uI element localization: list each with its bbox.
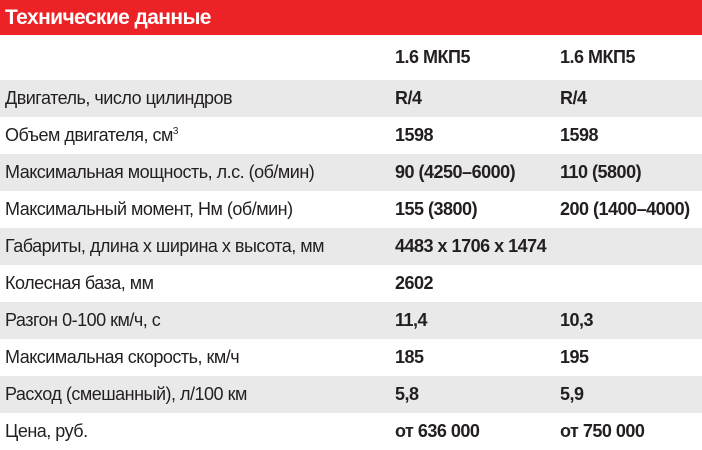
row-label: Объем двигателя, см3	[5, 117, 178, 154]
table-row: Разгон 0-100 км/ч, с 11,4 10,3	[0, 302, 702, 339]
value-col2: R/4	[560, 88, 587, 108]
value-col2: 110 (5800)	[560, 162, 642, 182]
row-label-text: Максимальная мощность, л.с. (об/мин)	[5, 162, 315, 182]
row-label: Двигатель, число цилиндров	[5, 80, 233, 117]
value-col1: 185	[395, 347, 424, 367]
row-label: Габариты, длина х ширина х высота, мм	[5, 228, 325, 265]
value-col2: 1598	[560, 125, 599, 145]
value-col2: от 750 000	[560, 421, 645, 441]
row-label: Цена, руб.	[5, 413, 88, 450]
value-col2: 10,3	[560, 310, 594, 330]
table-row: Объем двигателя, см3 1598 1598	[0, 117, 702, 154]
value-col1: R/4	[395, 88, 422, 108]
row-label-text: Цена, руб.	[5, 421, 88, 441]
row-label: Разгон 0-100 км/ч, с	[5, 302, 161, 339]
row-label-text: Габариты, длина х ширина х высота, мм	[5, 236, 325, 256]
table-row: Максимальный момент, Нм (об/мин) 155 (380…	[0, 191, 702, 228]
table-title: Технические данные	[0, 0, 702, 35]
value-col1: 4483 x 1706 x 1474	[395, 236, 547, 256]
value-col1: 1598	[395, 125, 434, 145]
value-col2: 5,9	[560, 384, 584, 404]
superscript: 3	[172, 126, 179, 137]
value-col1: от 636 000	[395, 421, 480, 441]
value-col1: 90 (4250–6000)	[395, 162, 516, 182]
table-row: Колесная база, мм 2602	[0, 265, 702, 302]
spec-table: Двигатель, число цилиндров R/4 R/4 Объем дв…	[0, 80, 702, 450]
row-label-text: Объем двигателя, см	[5, 125, 173, 145]
row-label-text: Двигатель, число цилиндров	[5, 88, 233, 108]
value-col1: 2602	[395, 273, 434, 293]
row-label: Максимальный момент, Нм (об/мин)	[5, 191, 293, 228]
row-label-text: Максимальный момент, Нм (об/мин)	[5, 199, 293, 219]
row-label: Расход (смешанный), л/100 км	[5, 376, 247, 413]
column-header: 1.6 МКП5	[395, 47, 470, 67]
value-col2: 200 (1400–4000)	[560, 199, 690, 219]
table-row: Двигатель, число цилиндров R/4 R/4	[0, 80, 702, 117]
table-row: Максимальная мощность, л.с. (об/мин) 90 (…	[0, 154, 702, 191]
row-label-text: Максимальная скорость, км/ч	[5, 347, 240, 367]
column-header: 1.6 МКП5	[560, 47, 635, 67]
value-col1: 5,8	[395, 384, 419, 404]
row-label-text: Разгон 0-100 км/ч, с	[5, 310, 161, 330]
table-row: Максимальная скорость, км/ч 185 195	[0, 339, 702, 376]
row-label-text: Расход (смешанный), л/100 км	[5, 384, 247, 404]
row-label: Колесная база, мм	[5, 265, 154, 302]
table-row: Цена, руб. от 636 000 от 750 000	[0, 413, 702, 450]
value-col1: 11,4	[395, 310, 428, 330]
row-label: Максимальная скорость, км/ч	[5, 339, 240, 376]
row-label-text: Колесная база, мм	[5, 273, 154, 293]
table-row: Расход (смешанный), л/100 км 5,8 5,9	[0, 376, 702, 413]
column-header-row: 1.6 МКП5 1.6 МКП5	[0, 35, 702, 80]
value-col1: 155 (3800)	[395, 199, 478, 219]
table-row: Габариты, длина х ширина х высота, мм 448…	[0, 228, 702, 265]
value-col2: 195	[560, 347, 589, 367]
row-label: Максимальная мощность, л.с. (об/мин)	[5, 154, 315, 191]
